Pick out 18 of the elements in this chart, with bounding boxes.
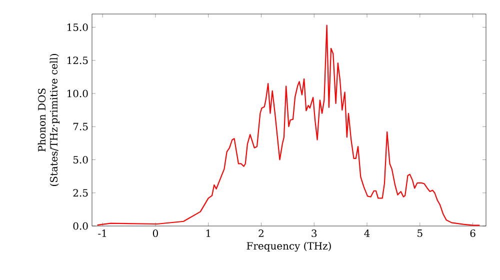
y-tick-label: 0.0	[73, 222, 88, 230]
y-tick-label: 12.5	[68, 56, 88, 64]
y-tick-label: 15.0	[68, 23, 88, 32]
x-tick-label: 2	[258, 230, 264, 237]
y-tick-label: 5.0	[73, 156, 88, 164]
line-series	[96, 24, 480, 226]
x-tick-label: 5	[418, 230, 422, 237]
y-tick-label: 7.5	[73, 122, 88, 130]
x-tick-label: -1	[98, 230, 106, 237]
x-tick-label: 4	[364, 230, 370, 237]
x-tick-label: 0	[152, 230, 158, 238]
y-tick-label: 10.0	[68, 90, 88, 98]
x-tick-label: 1	[206, 230, 210, 237]
x-tick-label: 3	[312, 230, 317, 238]
y-axis-title: Phonon DOS (States/THz·primitive cell)	[38, 54, 60, 186]
x-tick-label: 6	[470, 230, 476, 238]
x-axis-title: Frequency (THz)	[246, 242, 331, 252]
y-tick-label: 2.5	[73, 189, 88, 197]
